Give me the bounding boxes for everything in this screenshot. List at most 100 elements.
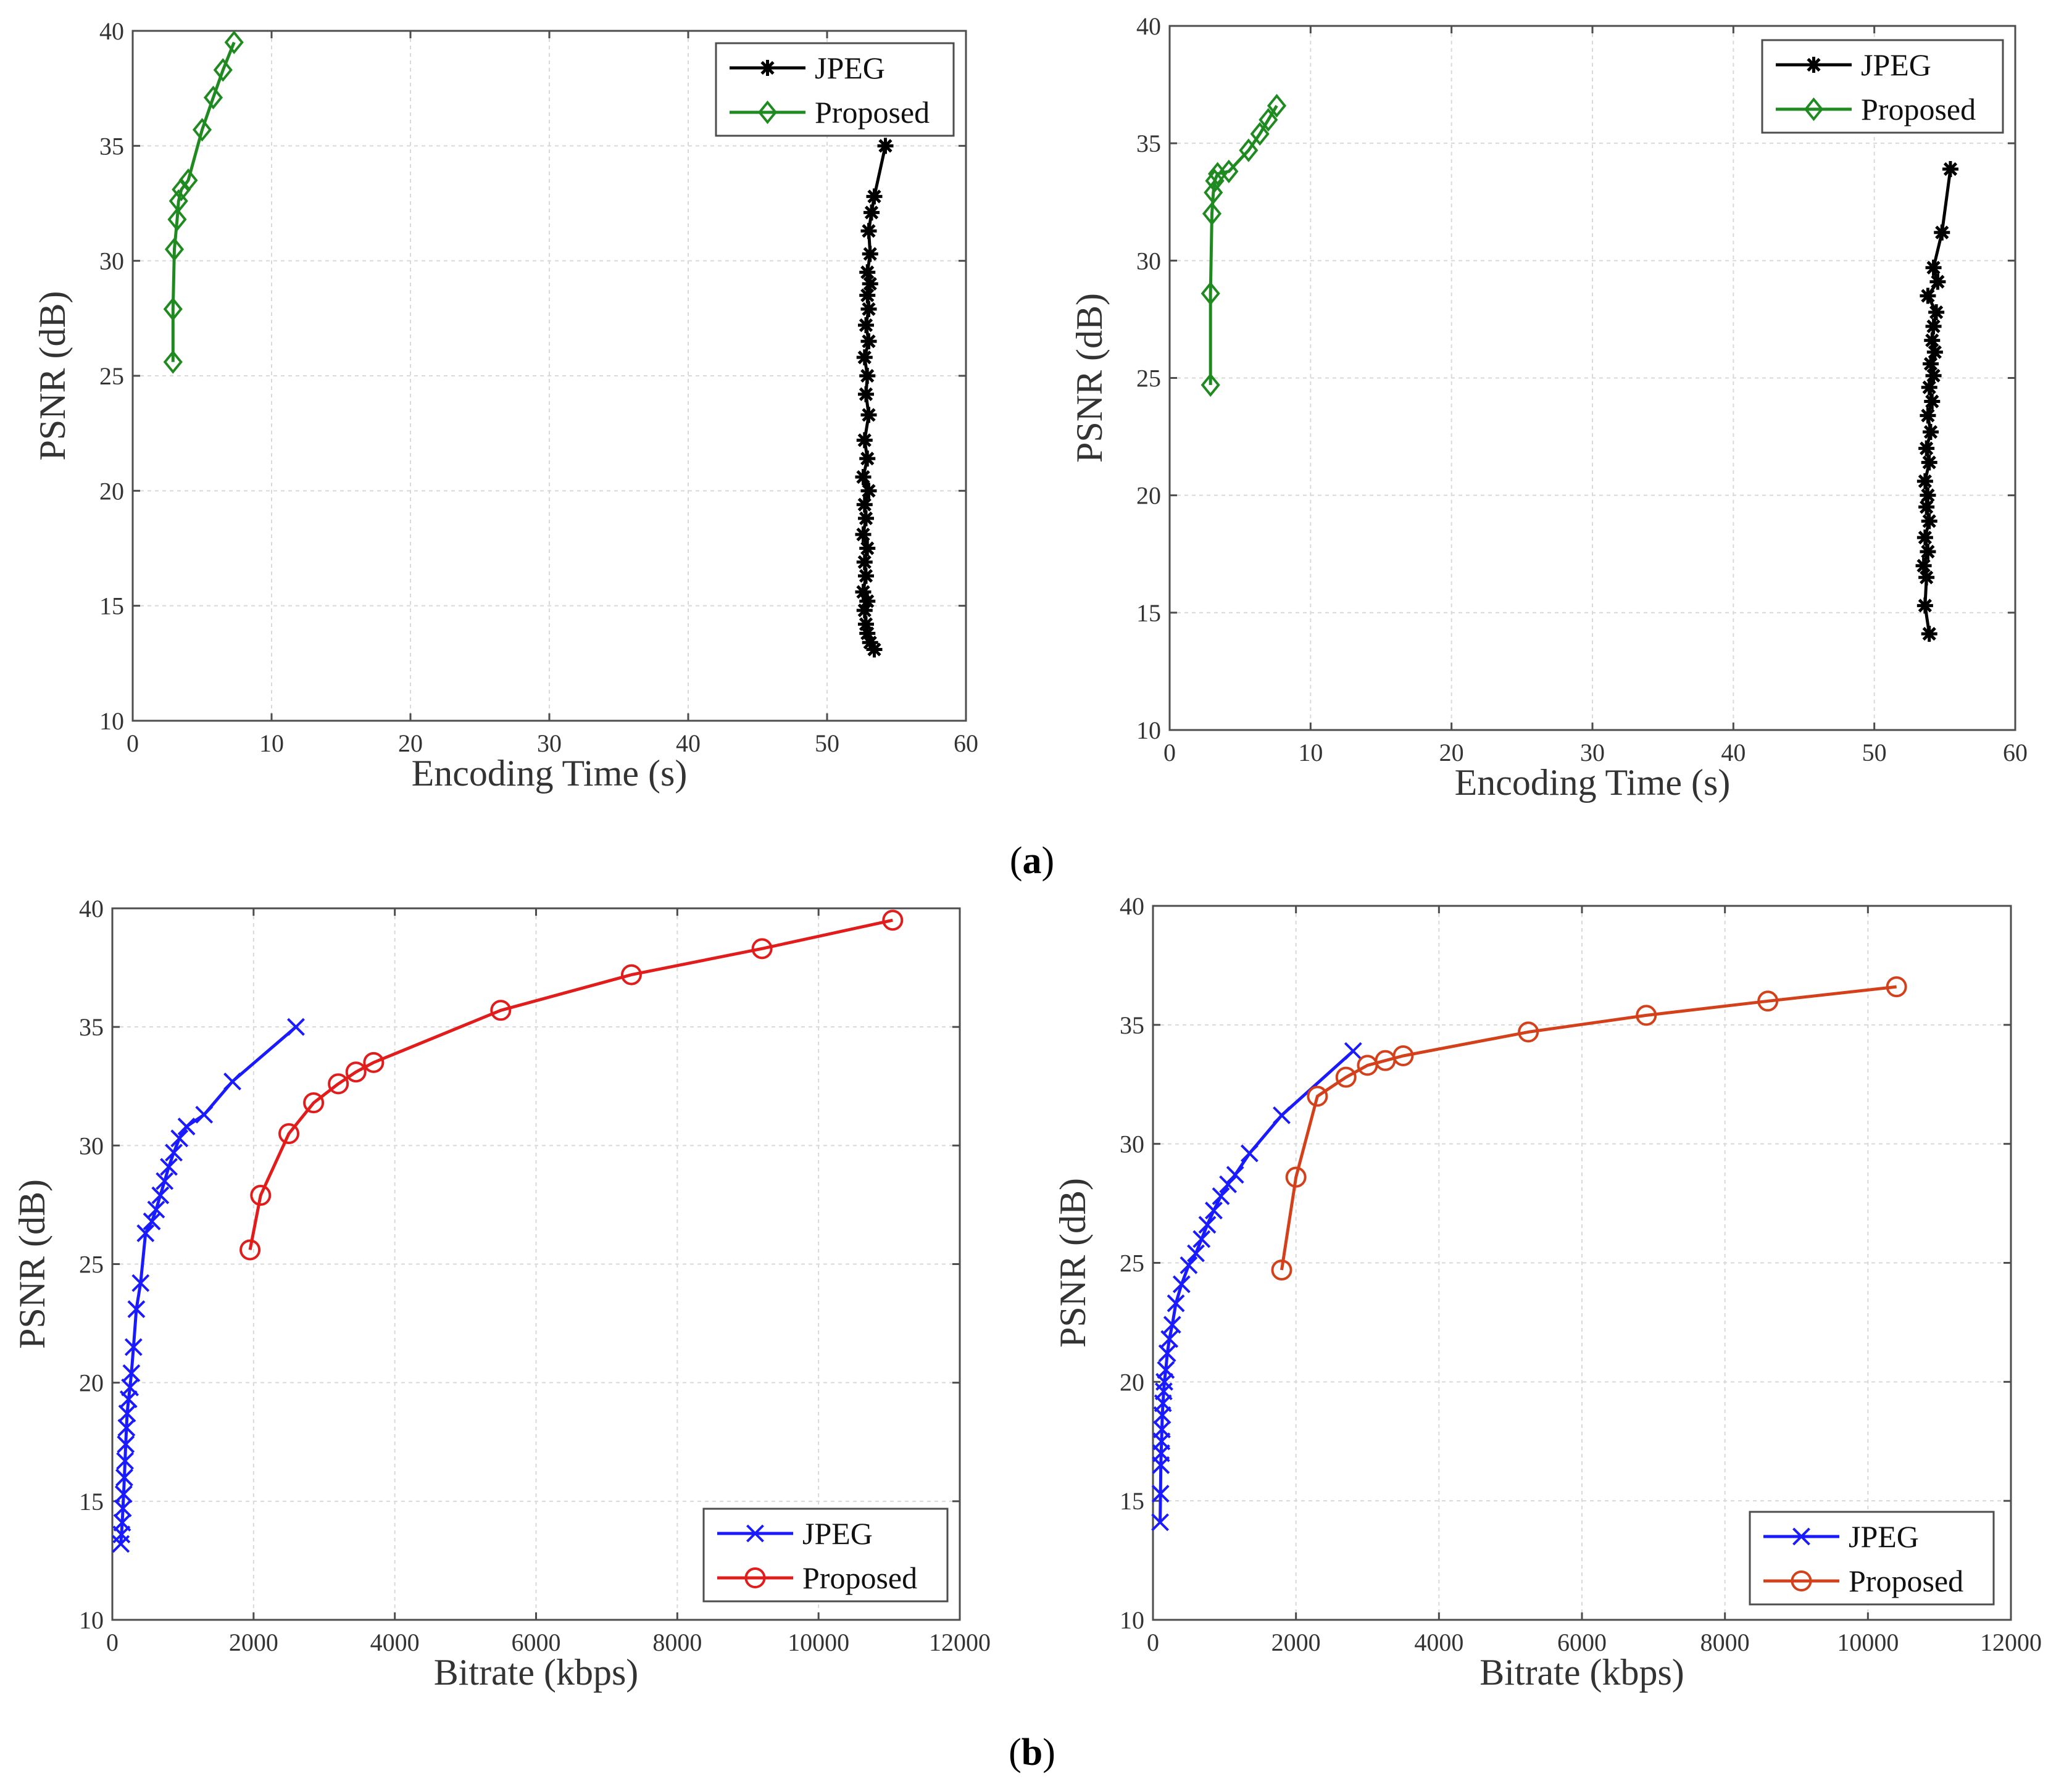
legend-marker-jpeg	[1792, 1527, 1810, 1546]
x-axis-title: Encoding Time (s)	[1455, 762, 1731, 803]
data-point-jpeg	[859, 625, 876, 642]
legend: JPEG Proposed	[702, 1508, 949, 1603]
x-tick-label: 10000	[1837, 1628, 1899, 1656]
data-point-jpeg	[195, 1105, 214, 1124]
data-point-jpeg	[1921, 454, 1937, 471]
data-point-proposed	[163, 297, 183, 321]
data-point-proposed	[1259, 107, 1278, 132]
y-tick-label: 40	[1120, 892, 1144, 920]
data-point-jpeg	[1921, 379, 1937, 396]
data-point-jpeg	[856, 432, 873, 449]
x-tick-label: 0	[1147, 1628, 1159, 1656]
data-point-jpeg	[1163, 1316, 1181, 1334]
y-tick-label: 25	[1120, 1250, 1144, 1277]
data-point-jpeg	[117, 1435, 135, 1454]
data-point-jpeg	[860, 301, 877, 317]
data-point-jpeg	[1240, 1144, 1259, 1163]
data-point-jpeg	[877, 138, 894, 154]
data-point-jpeg	[1929, 273, 1946, 290]
x-tick-label: 20	[1439, 739, 1464, 766]
series-jpeg	[1151, 1042, 1362, 1532]
x-axis-title: Bitrate (kbps)	[1479, 1652, 1684, 1693]
data-point-jpeg	[1934, 224, 1950, 241]
data-point-jpeg	[866, 641, 883, 658]
y-tick-label: 20	[79, 1369, 104, 1397]
data-point-proposed	[167, 207, 187, 231]
data-point-proposed	[1267, 94, 1287, 118]
data-point-proposed	[1271, 1259, 1292, 1281]
legend-marker-jpeg	[759, 60, 776, 76]
series-proposed	[1201, 94, 1287, 397]
data-point-jpeg	[1151, 1513, 1169, 1532]
data-point-proposed	[239, 1239, 261, 1261]
data-point-jpeg	[856, 554, 873, 570]
data-point-jpeg	[856, 602, 873, 619]
x-tick-label: 0	[127, 729, 139, 757]
data-point-proposed	[328, 1073, 349, 1095]
data-point-proposed	[172, 177, 191, 202]
data-point-jpeg	[855, 468, 872, 485]
y-tick-label: 10	[79, 1606, 104, 1634]
data-point-jpeg	[136, 1224, 155, 1242]
y-tick-label: 20	[1136, 482, 1161, 510]
data-point-jpeg	[131, 1274, 150, 1292]
legend-marker-proposed	[1791, 1570, 1812, 1591]
series-jpeg	[1915, 161, 1958, 642]
data-point-jpeg	[1205, 1201, 1223, 1220]
y-tick-label: 10	[1120, 1606, 1144, 1634]
data-point-jpeg	[858, 568, 874, 584]
data-point-jpeg	[1198, 1216, 1217, 1234]
data-point-proposed	[164, 237, 185, 262]
data-point-jpeg	[127, 1300, 146, 1318]
data-point-jpeg	[151, 1186, 170, 1205]
data-point-jpeg	[121, 1378, 139, 1396]
x-tick-label: 12000	[929, 1628, 991, 1656]
legend-label-jpeg: JPEG	[815, 51, 885, 85]
x-tick-label: 10	[259, 729, 284, 757]
data-point-proposed	[1335, 1066, 1357, 1088]
y-axis-title: PSNR (dB)	[1069, 293, 1110, 463]
x-tick-label: 20	[398, 729, 423, 757]
x-axis-title: Encoding Time (s)	[412, 753, 688, 794]
data-point-jpeg	[855, 526, 872, 543]
data-point-proposed	[1307, 1085, 1328, 1107]
data-point-jpeg	[863, 204, 880, 221]
caption-b: (b)	[1009, 1732, 1055, 1773]
data-point-jpeg	[156, 1172, 174, 1190]
legend-label-proposed: Proposed	[1849, 1564, 1963, 1598]
data-point-jpeg	[858, 317, 874, 334]
data-point-jpeg	[1920, 487, 1936, 504]
data-point-jpeg	[223, 1072, 241, 1090]
data-point-jpeg	[859, 540, 876, 557]
legend-box	[1761, 39, 2004, 134]
data-point-jpeg	[1187, 1244, 1205, 1263]
legend-marker-proposed	[1804, 97, 1824, 122]
series-proposed	[1271, 976, 1907, 1281]
legend-label-proposed: Proposed	[815, 95, 930, 130]
data-point-jpeg	[287, 1018, 305, 1036]
y-tick-label: 35	[79, 1013, 104, 1041]
data-point-jpeg	[1219, 1175, 1238, 1193]
data-point-jpeg	[859, 593, 876, 610]
data-point-jpeg	[1915, 557, 1932, 574]
data-point-proposed	[278, 1123, 300, 1145]
data-point-jpeg	[147, 1200, 165, 1219]
data-point-jpeg	[859, 264, 876, 281]
data-point-jpeg	[860, 483, 877, 499]
data-point-proposed	[1204, 180, 1223, 205]
data-point-jpeg	[117, 1419, 136, 1437]
y-tick-label: 20	[1120, 1368, 1144, 1396]
x-axis-title: Bitrate (kbps)	[434, 1652, 639, 1693]
data-point-jpeg	[1920, 288, 1936, 304]
data-point-jpeg	[1924, 332, 1941, 349]
x-tick-label: 10	[1298, 739, 1323, 766]
y-tick-label: 40	[99, 17, 124, 45]
y-tick-label: 30	[1120, 1130, 1144, 1158]
x-tick-label: 8000	[652, 1628, 702, 1656]
data-point-jpeg	[165, 1143, 183, 1162]
y-tick-label: 35	[99, 132, 124, 160]
x-tick-label: 2000	[1271, 1628, 1321, 1656]
